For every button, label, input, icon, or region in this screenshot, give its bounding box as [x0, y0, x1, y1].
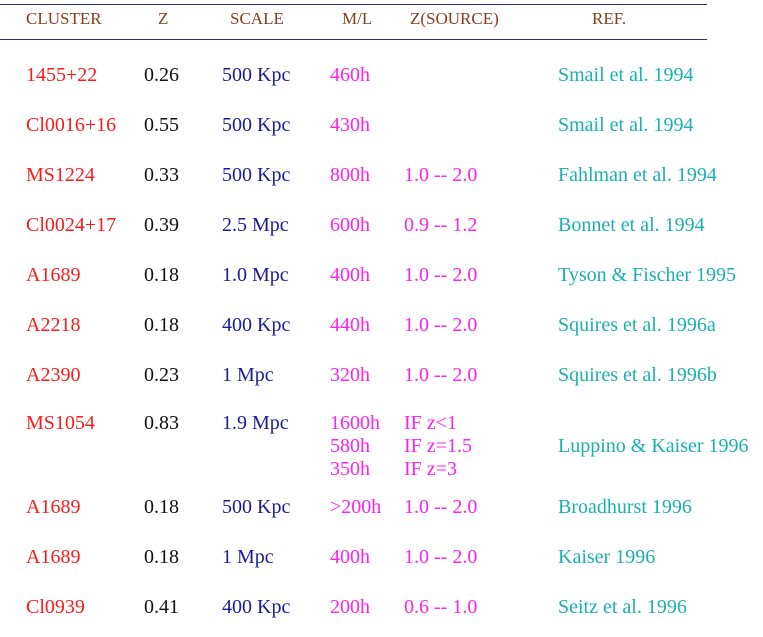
scale-cell: 1.0 Mpc: [222, 264, 289, 286]
zsource-line: IF z<1: [404, 412, 457, 434]
ref-cell: Squires et al. 1996a: [558, 314, 716, 336]
cluster-cell: MS1054: [26, 412, 95, 434]
scale-cell: 1.9 Mpc: [222, 412, 289, 434]
header-ml: M/L: [342, 9, 373, 28]
scale-cell: 400 Kpc: [222, 314, 291, 336]
zsource-cell: 1.0 -- 2.0: [404, 314, 477, 337]
ref-cell: Smail et al. 1994: [558, 114, 694, 136]
zsource-cell: IF z<1 IF z=1.5 IF z=3: [404, 412, 472, 481]
zsource-cell: 0.9 -- 1.2: [404, 214, 477, 237]
header-zsource: Z(SOURCE): [410, 9, 499, 28]
ml-line: 460h: [330, 64, 370, 86]
ml-line: 600h: [330, 214, 370, 236]
zsource-cell: 1.0 -- 2.0: [404, 264, 477, 287]
ml-line: 320h: [330, 364, 370, 386]
zsource-cell: 1.0 -- 2.0: [404, 546, 477, 569]
zsource-cell: 1.0 -- 2.0: [404, 164, 477, 187]
ref-cell: Broadhurst 1996: [558, 496, 692, 518]
ref-cell: Bonnet et al. 1994: [558, 214, 705, 236]
ml-cell: 440h: [330, 314, 370, 337]
ref-cell: Seitz et al. 1996: [558, 596, 687, 618]
scale-cell: 500 Kpc: [222, 64, 291, 86]
header-scale: SCALE: [230, 9, 284, 28]
z-cell: 0.18: [144, 546, 179, 568]
ml-cell: 460h: [330, 64, 370, 87]
scale-cell: 2.5 Mpc: [222, 214, 289, 236]
zsource-line: 1.0 -- 2.0: [404, 496, 478, 518]
ml-line: 580h: [330, 435, 370, 457]
ml-cell: 600h: [330, 214, 370, 237]
ml-line: 350h: [330, 458, 370, 480]
ml-cell: >200h: [330, 496, 381, 519]
cluster-cell: 1455+22: [26, 64, 98, 86]
ref-cell: Kaiser 1996: [558, 546, 656, 568]
z-cell: 0.18: [144, 264, 179, 286]
header-cluster: CLUSTER: [26, 9, 102, 28]
zsource-line: 1.0 -- 2.0: [404, 164, 478, 186]
header-rule: [0, 39, 707, 40]
ml-line: 800h: [330, 164, 370, 186]
scale-cell: 500 Kpc: [222, 114, 291, 136]
ml-line: 400h: [330, 546, 370, 568]
header-ref: REF.: [592, 9, 627, 28]
zsource-cell: 1.0 -- 2.0: [404, 496, 477, 519]
header-z: Z: [158, 9, 169, 28]
z-cell: 0.55: [144, 114, 179, 136]
z-cell: 0.33: [144, 164, 179, 186]
cluster-cell: Cl0939: [26, 596, 85, 618]
z-cell: 0.26: [144, 64, 179, 86]
zsource-cell: 0.6 -- 1.0: [404, 596, 477, 619]
ml-cell: 320h: [330, 364, 370, 387]
ml-cell: 200h: [330, 596, 370, 619]
ml-line: 440h: [330, 314, 370, 336]
cluster-cell: Cl0016+16: [26, 114, 117, 136]
scale-cell: 1 Mpc: [222, 364, 274, 386]
z-cell: 0.18: [144, 496, 179, 518]
scale-cell: 400 Kpc: [222, 596, 291, 618]
cluster-cell: A2390: [26, 364, 81, 386]
zsource-line: 1.0 -- 2.0: [404, 364, 478, 386]
ml-line: 400h: [330, 264, 370, 286]
ml-line: 430h: [330, 114, 370, 136]
ml-cell: 400h: [330, 546, 370, 569]
ref-cell: Tyson & Fischer 1995: [558, 264, 737, 286]
zsource-line: IF z=1.5: [404, 435, 472, 457]
zsource-line: 0.9 -- 1.2: [404, 214, 478, 236]
ref-cell: Squires et al. 1996b: [558, 364, 717, 386]
ml-cell: 430h: [330, 114, 370, 137]
cluster-cell: A1689: [26, 264, 81, 286]
zsource-line: 0.6 -- 1.0: [404, 596, 478, 618]
z-cell: 0.18: [144, 314, 179, 336]
ml-cell: 1600h 580h 350h: [330, 412, 380, 481]
z-cell: 0.41: [144, 596, 179, 618]
scale-cell: 500 Kpc: [222, 164, 291, 186]
z-cell: 0.23: [144, 364, 179, 386]
z-cell: 0.83: [144, 412, 179, 434]
cluster-cell: A1689: [26, 496, 81, 518]
zsource-line: 1.0 -- 2.0: [404, 264, 478, 286]
ml-cell: 400h: [330, 264, 370, 287]
ref-cell: Fahlman et al. 1994: [558, 164, 717, 186]
ml-cell: 800h: [330, 164, 370, 187]
ml-line: 200h: [330, 596, 370, 618]
cluster-cell: Cl0024+17: [26, 214, 117, 236]
ml-line: >200h: [330, 496, 382, 518]
ref-cell: Luppino & Kaiser 1996: [558, 435, 749, 457]
top-rule: [0, 4, 707, 5]
cluster-cell: MS1224: [26, 164, 95, 186]
zsource-cell: 1.0 -- 2.0: [404, 364, 477, 387]
scale-cell: 1 Mpc: [222, 546, 274, 568]
cluster-cell: A1689: [26, 546, 81, 568]
ml-line: 1600h: [330, 412, 380, 434]
zsource-line: 1.0 -- 2.0: [404, 546, 478, 568]
z-cell: 0.39: [144, 214, 179, 236]
zsource-line: 1.0 -- 2.0: [404, 314, 478, 336]
zsource-line: IF z=3: [404, 458, 457, 480]
ref-cell: Smail et al. 1994: [558, 64, 694, 86]
scale-cell: 500 Kpc: [222, 496, 291, 518]
cluster-cell: A2218: [26, 314, 81, 336]
